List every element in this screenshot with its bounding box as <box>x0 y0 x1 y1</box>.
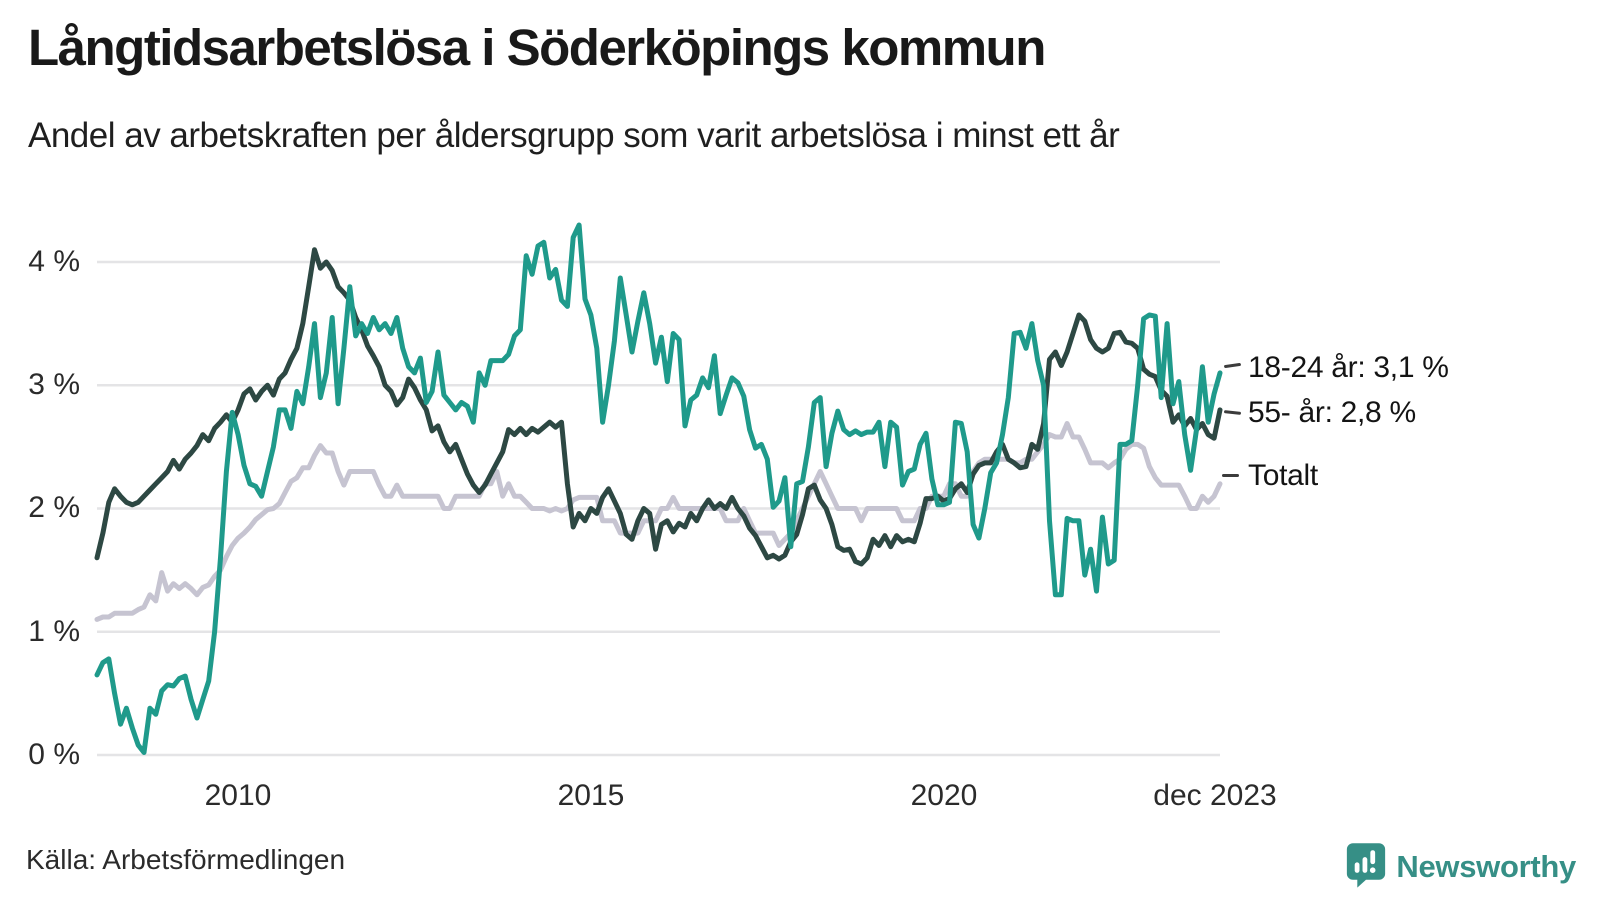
source-note: Källa: Arbetsförmedlingen <box>26 844 346 875</box>
x-tick-2015: 2015 <box>557 779 625 812</box>
page-subtitle: Andel av arbetskraften per åldersgrupp s… <box>28 116 1120 155</box>
x-tick-2010: 2010 <box>204 779 272 812</box>
y-tick-1: 1 % <box>28 615 80 648</box>
line-55-r <box>94 247 1223 567</box>
line-totalt <box>94 421 1223 622</box>
page-title: Långtidsarbetslösa i Söderköpings kommun <box>28 19 1046 76</box>
x-tick-dec-2023: dec 2023 <box>1153 779 1277 812</box>
legend-label-totalt: Totalt <box>1248 459 1318 492</box>
brand-logo: Newsworthy <box>1346 840 1576 894</box>
line-18-24-r <box>94 222 1223 755</box>
y-tick-3: 3 % <box>28 368 80 401</box>
y-tick-0: 0 % <box>28 738 80 771</box>
legend-label-55: 55- år: 2,8 % <box>1248 396 1416 429</box>
legend-connector-totalt <box>1222 474 1239 477</box>
y-tick-4: 4 % <box>28 245 80 278</box>
newsworthy-icon <box>1346 842 1386 893</box>
y-tick-2: 2 % <box>28 491 80 524</box>
x-tick-2020: 2020 <box>910 779 978 812</box>
brand-name: Newsworthy <box>1396 849 1576 884</box>
legend-label-18-24: 18-24 år: 3,1 % <box>1248 351 1449 384</box>
